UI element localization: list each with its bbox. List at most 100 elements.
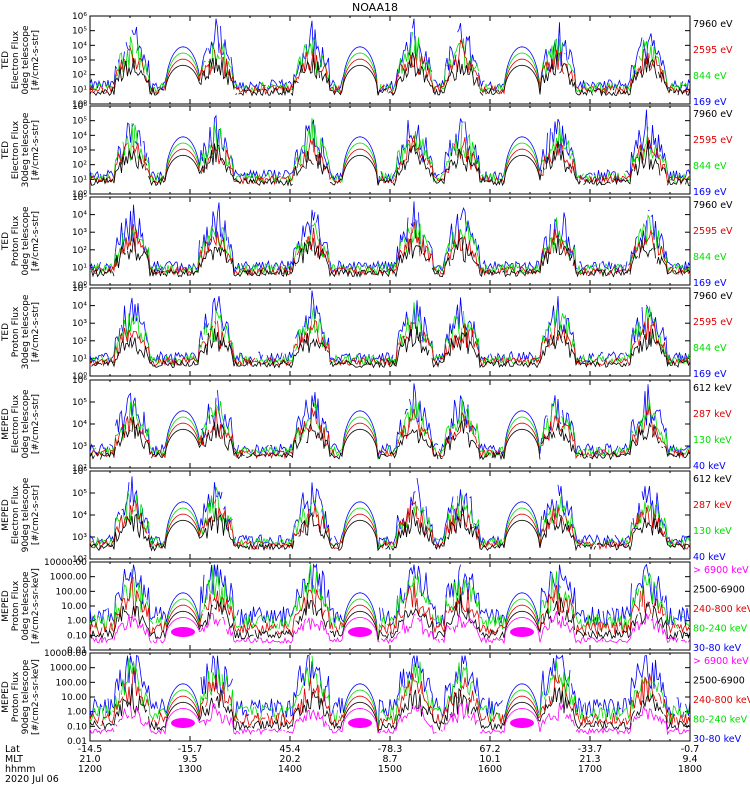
y-tick-label: 10¹ [72,354,87,364]
y-axis-label: 30deg telescope [21,112,31,187]
y-tick-label: 10⁶ [72,467,87,477]
series-trace [510,627,534,637]
y-tick-label: 1.00 [67,617,87,627]
legend-entry: > 6900 keV [693,565,749,576]
legend-entry: 7960 eV [693,291,733,302]
y-axis-label: TED [1,51,11,70]
legend-entry: 7960 eV [693,200,733,211]
x-tick-label: -33.7 [578,744,603,755]
y-tick-label: 10³ [72,533,87,543]
y-tick-label: 10⁶ [72,102,87,112]
y-tick-label: 10¹ [72,263,87,273]
panel-8: 0.01 0.10 1.00 10.00 100.00 1000.00 10000.00 ME… [1,649,750,747]
series-trace [89,109,691,186]
y-tick-label: 10² [72,246,87,256]
series-trace [89,290,691,364]
x-tick-label: 21.0 [79,754,100,765]
series-trace [89,577,691,642]
y-tick-label: 10⁵ [72,27,87,37]
chart-title: NOAA18 [351,1,399,14]
y-axis-label: TED [1,323,11,342]
y-tick-label: 10⁰ [72,190,87,200]
y-axis-label: TED [1,141,11,160]
y-tick-label: 10⁵ [72,117,87,127]
y-axis-label: [#/cm2-s-str] [31,211,41,271]
y-axis-label: Proton Flux [11,580,21,631]
panel-2: 10⁰ 10¹ 10² 10³ 10⁴ 10⁵ 10⁶ TED Electron Flux 30d… [1,102,733,200]
y-axis-label: MEPED [1,499,11,531]
y-tick-label: 10⁰ [72,372,87,382]
x-row-label: MLT [5,754,23,765]
y-tick-label: 100.00 [56,587,88,597]
legend-entry: 2595 eV [693,317,733,328]
series-trace [91,611,691,645]
series-trace [89,39,691,96]
y-tick-label: 0.10 [67,631,87,641]
y-axis-label: Proton Flux [11,671,21,722]
x-tick-label: 1300 [178,764,202,775]
legend-entry: 287 keV [693,409,732,420]
x-tick-label: 9.4 [682,754,697,765]
y-tick-label: 10⁵ [72,193,87,203]
y-axis-label: [#/cm2-s-str] [31,485,41,545]
y-tick-label: 10¹ [72,85,87,95]
y-tick-label: 10² [72,555,87,565]
y-axis-label: 0deg telescope [21,389,31,459]
y-tick-label: 10⁰ [72,100,87,110]
legend-entry: 2595 eV [693,45,733,56]
y-tick-label: 10² [72,464,87,474]
y-tick-label: 100.00 [56,678,88,688]
legend-entry: 40 keV [693,552,726,563]
legend-entry: 2595 eV [693,135,733,146]
y-tick-label: 10.00 [61,693,87,703]
legend-entry: 169 eV [693,187,727,198]
y-axis-label: [#/cm2-s-str] [31,120,41,180]
y-tick-label: 10⁰ [72,281,87,291]
y-tick-label: 10⁴ [72,131,87,141]
y-tick-label: 10¹ [72,175,87,185]
legend-entry: 612 keV [693,474,732,485]
x-tick-label: 20.2 [279,754,300,765]
legend-entry: 30-80 keV [693,643,742,654]
y-axis-label: 30deg telescope [21,294,31,369]
series-trace [89,52,691,97]
legend-entry: 40 keV [693,461,726,472]
series-trace [89,564,691,642]
y-axis-label: [#/cm2-s-sr-keV] [31,659,41,735]
y-axis-label: [#/cm2-s-str] [31,302,41,362]
x-tick-label: 1800 [678,764,702,775]
panel-6: 10² 10³ 10⁴ 10⁵ 10⁶ MEPED Electron Flux 90deg t… [1,467,732,565]
y-axis-label: Electron Flux [11,30,21,89]
panel-3: 10⁰ 10¹ 10² 10³ 10⁴ 10⁵ TED Proton Flux 0deg tel… [1,193,733,291]
legend-entry: 844 eV [693,71,727,82]
legend-entry: 2595 eV [693,226,733,237]
y-tick-label: 10³ [72,146,87,156]
y-tick-label: 10² [72,161,87,171]
y-tick-label: 0.10 [67,722,87,732]
x-row-label: Lat [5,744,20,755]
series-trace [89,416,691,461]
legend-entry: > 6900 keV [693,656,749,667]
y-tick-label: 10³ [72,442,87,452]
y-axis-label: 0deg telescope [21,206,31,276]
series-trace [89,201,691,274]
legend-entry: 169 eV [693,369,727,380]
x-axis-labels: LatMLThhmm-14.521.01200-15.79.5130045.42… [5,744,702,785]
legend-entry: 169 eV [693,278,727,289]
y-axis-label: [#/cm2-s-sr-keV] [31,568,41,644]
series-trace [89,406,691,460]
y-tick-label: 10.00 [61,602,87,612]
series-trace [171,627,195,637]
series-trace [91,234,691,278]
legend-entry: 80-240 keV [693,715,748,726]
series-trace [89,505,691,552]
y-axis-label: Proton Flux [11,215,21,266]
series-trace [89,683,691,734]
x-tick-label: -15.7 [178,744,203,755]
y-tick-label: 10⁴ [72,302,87,312]
x-tick-label: 1700 [578,764,602,775]
y-axis-label: TED [1,232,11,251]
x-tick-label: 67.2 [479,744,500,755]
series-trace [510,718,534,728]
series-trace [89,594,691,642]
